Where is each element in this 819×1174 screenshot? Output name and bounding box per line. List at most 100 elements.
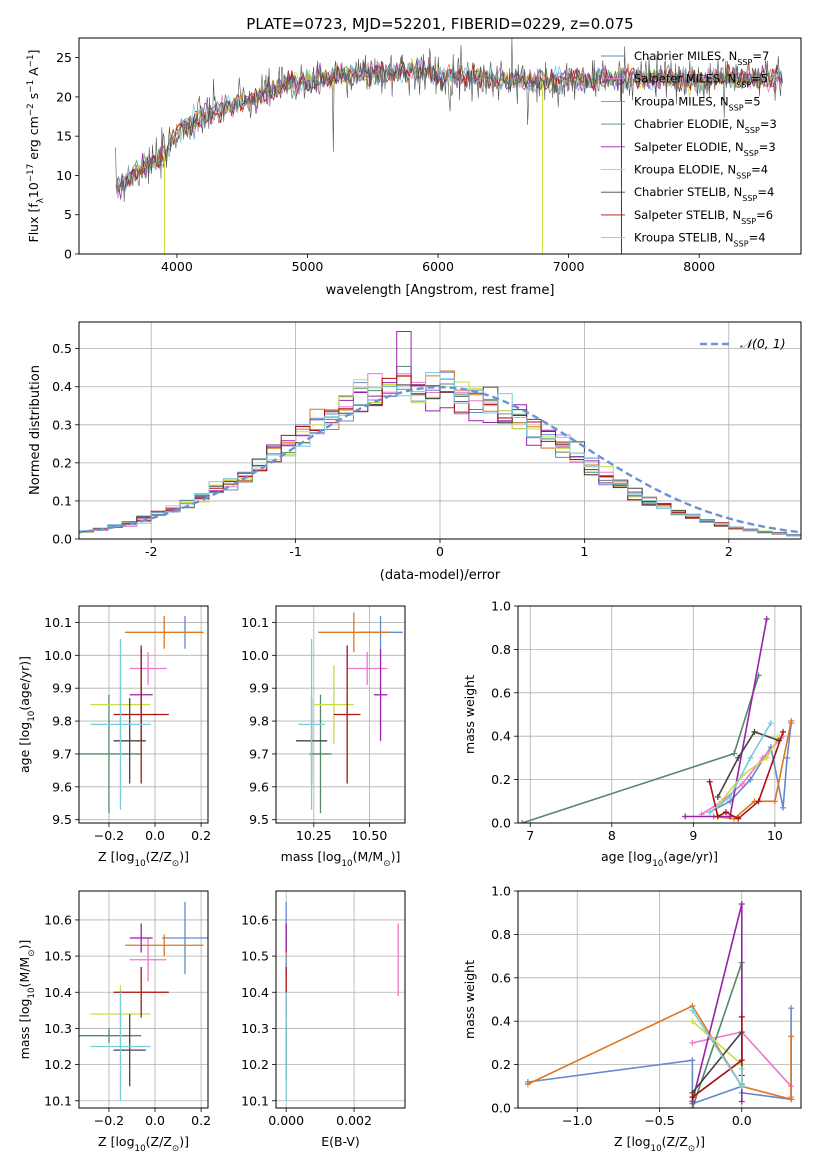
weight-vs-age-plot: 7 8 9 10 0.0 0.2 0.4 0.6 0.8 1.0 age [log10(age/yr… — [462, 599, 802, 869]
x-tick-label: -2 — [145, 544, 157, 559]
legend-entry: Chabrier ELODIE, NSSP=3 — [634, 117, 777, 135]
y-tick-label: 0.1 — [52, 493, 72, 508]
plot-area — [79, 901, 208, 1101]
weight-point-marker — [755, 798, 762, 805]
x-tick-label: 0.2 — [191, 828, 211, 843]
y-tick-label: 0.2 — [491, 1057, 511, 1072]
weight-point-marker — [739, 780, 746, 787]
y-axis-label: Normed distribution — [28, 365, 43, 495]
age-vs-mass-plot: 10.25 10.50 9.5 9.6 9.7 9.8 9.9 10.0 10.1 mass [l… — [241, 605, 406, 869]
plot-area — [115, 38, 784, 254]
y-tick-label: 0.6 — [491, 970, 511, 985]
x-tick-label: 0.0 — [732, 1113, 752, 1128]
legend-entry: Chabrier STELIB, NSSP=4 — [634, 185, 774, 203]
weight-point-marker — [689, 1039, 696, 1046]
mass-vs-metallicity-plot: −0.2 0.0 0.2 10.1 10.2 10.3 10.4 10.5 10.6 Z [log… — [17, 890, 211, 1154]
y-axis-label: Flux [fλ10−17 erg cm−2 s−1 A−1] — [26, 50, 46, 243]
y-tick-label: 9.8 — [52, 714, 72, 729]
y-tick-label: 20 — [56, 89, 72, 104]
x-tick-label: 0.000 — [268, 1113, 304, 1128]
plot-area — [79, 331, 801, 537]
y-tick-label: 9.6 — [249, 779, 269, 794]
x-tick-label: 1 — [580, 544, 588, 559]
y-tick-label: 0.8 — [491, 642, 511, 657]
x-tick-label: 0 — [436, 544, 444, 559]
weight-point-marker — [735, 815, 742, 822]
plot-area — [519, 616, 795, 823]
axes-frame — [78, 321, 802, 540]
y-tick-label: 9.6 — [52, 779, 72, 794]
weight-point-marker — [751, 728, 758, 735]
observed-spectrum-line — [115, 38, 783, 203]
x-tick-label: 7000 — [553, 259, 585, 274]
weight-point-marker — [689, 1105, 696, 1108]
axes-frame — [517, 605, 802, 824]
y-tick-label: 9.7 — [249, 746, 269, 761]
legend-entry: Salpeter MILES, NSSP=5 — [634, 72, 768, 90]
y-tick-label: 9.9 — [249, 681, 269, 696]
y-axis-label: mass [log10(M/M⊙)] — [17, 940, 37, 1060]
x-axis-label: Z [log10(Z/Z⊙)] — [98, 849, 189, 869]
model-spectrum-line — [117, 57, 782, 190]
y-tick-label: 9.7 — [52, 746, 72, 761]
weight-point-marker — [738, 1083, 745, 1090]
y-tick-label: 0.0 — [52, 532, 72, 547]
weight-series-line — [691, 962, 743, 1108]
x-tick-label: 10 — [767, 828, 783, 843]
x-axis-label: age [log10(age/yr)] — [601, 849, 718, 869]
normal-distribution-curve — [79, 385, 801, 534]
weight-point-marker — [519, 820, 526, 823]
weight-point-marker — [763, 616, 770, 623]
weight-series-line — [717, 735, 780, 807]
y-tick-label: 9.8 — [249, 714, 269, 729]
weight-point-marker — [731, 750, 738, 757]
weight-point-marker — [780, 804, 787, 811]
y-tick-label: 10.1 — [44, 615, 72, 630]
x-tick-label: 10.50 — [352, 828, 388, 843]
legend-entry: Salpeter ELODIE, NSSP=3 — [634, 140, 776, 158]
x-axis-label: Z [log10(Z/Z⊙)] — [98, 1134, 189, 1154]
y-tick-label: 0.2 — [491, 772, 511, 787]
weight-series-line — [708, 731, 784, 820]
x-tick-label: −0.5 — [644, 1113, 674, 1128]
x-tick-label: 8 — [608, 828, 616, 843]
y-tick-label: 10.1 — [241, 615, 269, 630]
weight-point-marker — [738, 1013, 745, 1020]
y-tick-label: 0.8 — [491, 927, 511, 942]
x-tick-label: −0.2 — [94, 1113, 124, 1128]
weight-point-marker — [747, 776, 754, 783]
y-tick-label: 10.6 — [44, 912, 72, 927]
x-axis-label: (data-model)/error — [380, 568, 501, 583]
weight-point-marker — [788, 1096, 795, 1103]
x-tick-label: 0.0 — [145, 1113, 165, 1128]
x-tick-label: 10.25 — [296, 828, 332, 843]
y-tick-label: 9.9 — [52, 681, 72, 696]
y-tick-label: 10.1 — [241, 1093, 269, 1108]
y-tick-label: 9.5 — [249, 812, 269, 827]
y-tick-label: 0.5 — [52, 341, 72, 356]
weight-point-marker — [714, 793, 721, 800]
weight-point-marker — [689, 1007, 696, 1014]
weight-series-line — [691, 903, 743, 1102]
weight-point-marker — [784, 754, 791, 761]
weight-point-marker — [747, 754, 754, 761]
weight-point-marker — [722, 809, 729, 816]
age-vs-metallicity-plot: −0.2 0.0 0.2 9.5 9.6 9.7 9.8 9.9 10.0 10.1 Z [log1… — [17, 605, 211, 869]
y-tick-label: 1.0 — [491, 599, 511, 614]
weight-vs-metallicity-plot: −1.0 −0.5 0.0 0.0 0.2 0.4 0.6 0.8 1.0 Z [log10(Z/… — [462, 884, 802, 1154]
weight-point-marker — [524, 1081, 531, 1088]
legend-entry: Kroupa ELODIE, NSSP=4 — [634, 163, 768, 181]
x-axis-label: Z [log10(Z/Z⊙)] — [614, 1134, 705, 1154]
weight-point-marker — [788, 718, 795, 725]
y-axis-label: mass weight — [462, 960, 477, 1039]
y-tick-label: 0.4 — [52, 379, 72, 394]
y-tick-label: 0.0 — [491, 1101, 511, 1116]
axes-frame — [78, 605, 209, 824]
x-axis-label: wavelength [Angstrom, rest frame] — [326, 283, 555, 298]
y-tick-label: 10 — [56, 168, 72, 183]
y-tick-label: 10.4 — [241, 985, 269, 1000]
x-tick-label: 7 — [526, 828, 534, 843]
weight-point-marker — [738, 901, 745, 908]
y-tick-label: 10.6 — [241, 912, 269, 927]
y-tick-label: 10.5 — [241, 949, 269, 964]
